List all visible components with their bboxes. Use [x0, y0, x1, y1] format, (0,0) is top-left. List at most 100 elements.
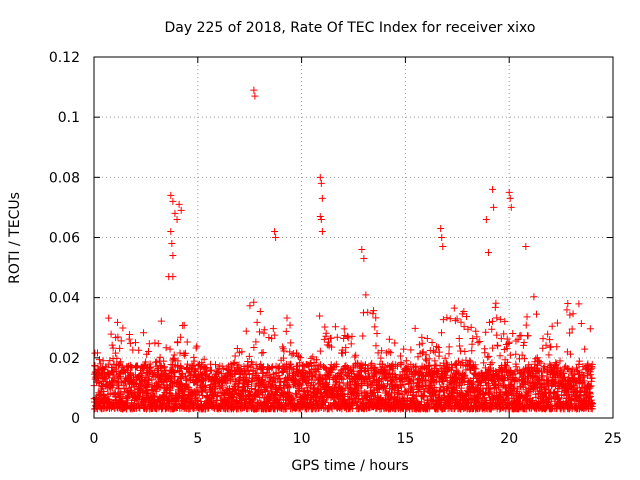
data-point	[428, 339, 436, 347]
data-point	[443, 314, 451, 322]
data-point	[385, 335, 393, 343]
data-point	[530, 293, 538, 301]
data-point-outlier	[489, 185, 497, 193]
data-point	[138, 370, 146, 378]
x-tick-label: 15	[396, 431, 414, 447]
data-point	[564, 299, 572, 307]
data-point	[523, 313, 531, 321]
data-point	[259, 369, 267, 377]
data-point	[117, 389, 125, 397]
data-point	[146, 360, 154, 368]
data-point	[219, 383, 227, 391]
data-point	[493, 331, 501, 339]
data-point	[424, 405, 432, 413]
data-point	[368, 359, 376, 367]
data-point	[288, 393, 296, 401]
data-point-outlier	[437, 224, 445, 232]
data-point	[127, 387, 135, 395]
data-point	[114, 333, 122, 341]
data-point	[463, 399, 471, 407]
data-point	[135, 346, 143, 354]
data-point	[539, 344, 547, 352]
data-point	[316, 312, 324, 320]
data-point	[338, 349, 346, 357]
data-point	[316, 361, 324, 369]
data-point	[145, 340, 153, 348]
data-point	[429, 347, 437, 355]
data-point	[328, 343, 336, 351]
data-point	[157, 317, 165, 325]
data-point	[114, 318, 122, 326]
data-point	[331, 323, 339, 331]
data-point	[456, 342, 464, 350]
data-point	[461, 371, 469, 379]
data-point	[192, 367, 200, 375]
data-point	[193, 396, 201, 404]
data-point	[256, 328, 264, 336]
data-point	[416, 365, 424, 373]
data-point	[466, 358, 474, 366]
data-point-outlier	[167, 191, 175, 199]
data-point	[393, 362, 401, 370]
data-point	[553, 319, 561, 327]
data-point	[482, 328, 490, 336]
data-point	[200, 383, 208, 391]
data-point	[453, 315, 461, 323]
data-point	[285, 389, 293, 397]
data-point	[359, 332, 367, 340]
data-point-outlier	[316, 212, 324, 220]
data-point	[289, 396, 297, 404]
data-point-outlier	[318, 227, 326, 235]
data-point	[388, 394, 396, 402]
data-point	[340, 334, 348, 342]
data-point	[347, 400, 355, 408]
data-point-outlier	[251, 92, 259, 100]
data-point	[453, 367, 461, 375]
x-tick-label: 25	[604, 431, 622, 447]
data-point	[249, 360, 257, 368]
data-point	[315, 362, 323, 370]
data-point	[488, 325, 496, 333]
data-point	[447, 379, 455, 387]
data-point	[371, 323, 379, 331]
data-point	[247, 385, 255, 393]
data-point	[333, 333, 341, 341]
data-point	[274, 363, 282, 371]
data-point	[167, 384, 175, 392]
data-point	[387, 349, 395, 357]
data-point	[144, 348, 152, 356]
data-point	[436, 387, 444, 395]
data-point	[438, 329, 446, 337]
data-point	[268, 364, 276, 372]
data-point-outlier	[175, 200, 183, 208]
data-point	[492, 299, 500, 307]
data-point	[340, 325, 348, 333]
data-point	[462, 356, 470, 364]
data-point	[378, 347, 386, 355]
data-point-outlier	[173, 215, 181, 223]
data-point	[325, 383, 333, 391]
data-point	[100, 388, 108, 396]
y-tick-label: 0.04	[49, 291, 80, 307]
data-point	[193, 342, 201, 350]
data-point	[284, 384, 292, 392]
data-point	[575, 300, 583, 308]
data-point	[192, 386, 200, 394]
data-point	[249, 396, 257, 404]
data-point	[357, 360, 365, 368]
data-point	[342, 344, 350, 352]
y-tick-label: 0.12	[49, 50, 80, 66]
data-point-outlier	[169, 197, 177, 205]
data-point	[411, 363, 419, 371]
data-point	[410, 389, 418, 397]
y-tick-label: 0.06	[49, 231, 80, 247]
data-point	[548, 322, 556, 330]
data-point	[151, 392, 159, 400]
data-point-outlier	[522, 243, 530, 251]
data-point	[463, 313, 471, 321]
data-point	[229, 360, 237, 368]
y-axis-label: ROTI / TECUs	[7, 192, 23, 284]
data-point	[95, 356, 103, 364]
data-point	[360, 309, 368, 317]
data-point	[357, 387, 365, 395]
